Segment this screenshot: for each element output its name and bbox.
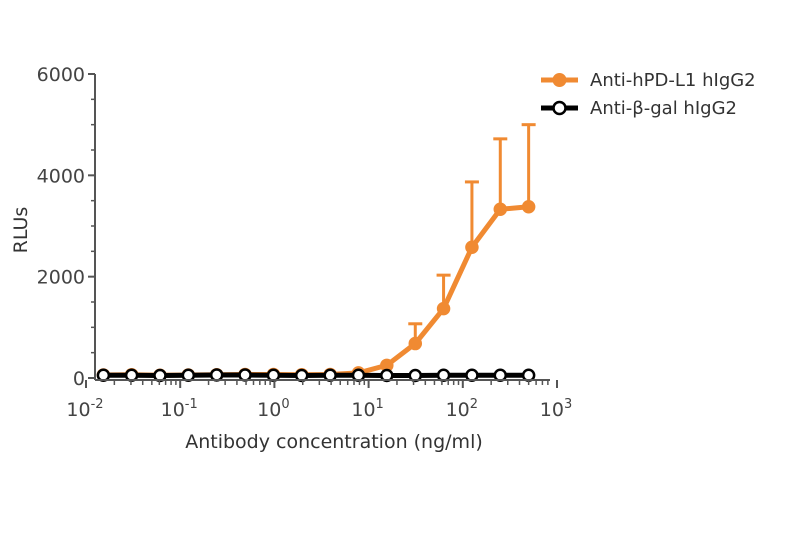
series-0 bbox=[96, 123, 536, 382]
data-point bbox=[209, 368, 224, 382]
data-point bbox=[521, 199, 536, 214]
data-point bbox=[493, 202, 508, 217]
legend-label-1: Anti-β-gal hIgG2 bbox=[590, 98, 737, 119]
y-axis-title: RLUs bbox=[10, 207, 32, 254]
x-tick-label: 101 bbox=[351, 397, 383, 421]
plot-area bbox=[96, 123, 536, 383]
data-point bbox=[436, 301, 451, 316]
x-tick-label: 10-1 bbox=[161, 397, 198, 421]
series-line bbox=[103, 372, 529, 378]
axes bbox=[94, 74, 550, 381]
y-tick-label: 4000 bbox=[37, 165, 85, 187]
y-tick-label: 6000 bbox=[37, 64, 85, 86]
legend-marker-0 bbox=[552, 73, 567, 87]
y-tick-label: 2000 bbox=[37, 267, 85, 289]
x-tick-label: 10-2 bbox=[66, 397, 103, 421]
x-tick-label: 102 bbox=[446, 397, 478, 421]
legend-item-0: Anti-hPD-L1 hIgG2 bbox=[541, 70, 756, 91]
series-line bbox=[103, 204, 529, 378]
data-point bbox=[238, 368, 252, 382]
x-tick-label: 100 bbox=[257, 397, 289, 421]
legend-label-0: Anti-hPD-L1 hIgG2 bbox=[590, 70, 756, 91]
legend-marker-1 bbox=[552, 100, 567, 116]
x-axis-title: Antibody concentration (ng/ml) bbox=[185, 431, 483, 453]
legend: Anti-hPD-L1 hIgG2 Anti-β-gal hIgG2 bbox=[541, 70, 756, 119]
data-point bbox=[465, 240, 479, 255]
legend-item-1: Anti-β-gal hIgG2 bbox=[541, 98, 737, 119]
y-tick-label: 0 bbox=[73, 368, 85, 390]
ticks: 0 2000 4000 6000 10-2 10-1 100 101 102 103 bbox=[37, 64, 573, 421]
data-point bbox=[408, 336, 423, 351]
x-tick-label: 103 bbox=[540, 397, 572, 421]
